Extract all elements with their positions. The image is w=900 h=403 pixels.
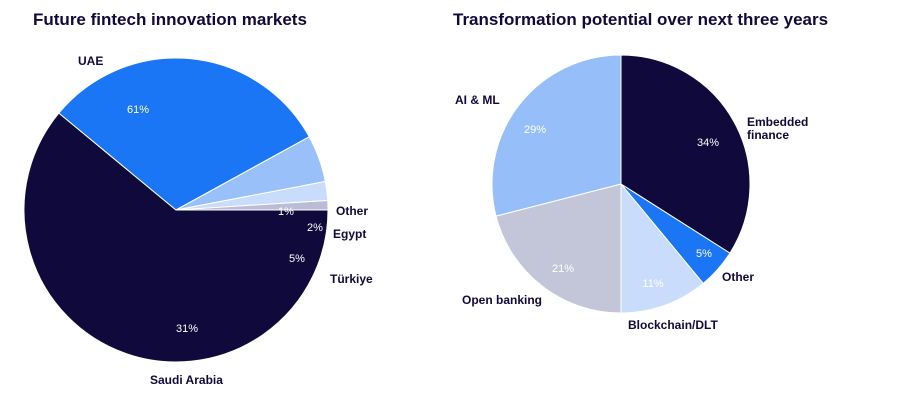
pie-slice-ai-ml — [491, 54, 622, 217]
slice-category-label: Other — [336, 204, 368, 218]
slice-category-label: Blockchain/DLT — [628, 318, 718, 332]
slice-category-label: Türkiye — [330, 272, 373, 286]
slice-category-label: AI & ML — [455, 93, 500, 107]
slice-category-label: Embedded finance — [747, 115, 808, 142]
pie-slice-open-banking — [495, 183, 622, 314]
slice-category-label: Egypt — [333, 227, 366, 241]
slice-value-label: 31% — [176, 323, 198, 335]
pie-slice-saudi-arabia — [58, 57, 310, 211]
chart-title-transformation: Transformation potential over next three… — [453, 10, 829, 29]
slice-value-label: 5% — [696, 248, 712, 260]
slice-value-label: 21% — [552, 263, 574, 275]
slice-value-label: 61% — [127, 104, 149, 116]
pie-chart-1: 61% UAE 31% Saudi Arabia 5% Türkiye 2% Egypt 1% O… — [23, 54, 373, 387]
slice-value-label: 2% — [307, 222, 323, 234]
pie-slice-uae — [23, 112, 329, 363]
pie-slice-blockchain-dlt — [620, 182, 704, 314]
slice-category-label: Open banking — [462, 293, 542, 307]
pie-slice-embedded-finance — [620, 54, 751, 254]
slice-value-label: 1% — [278, 206, 294, 218]
slice-value-label: 29% — [524, 124, 546, 136]
slice-category-label: Saudi Arabia — [150, 373, 223, 387]
slice-value-label: 5% — [289, 253, 305, 265]
chart-title-markets: Future fintech innovation markets — [33, 10, 307, 29]
slice-category-label: Other — [722, 270, 754, 284]
slice-value-label: 34% — [697, 137, 719, 149]
pie-chart-2: 34% Embedded finance 5% Other 11% Blockchain/D… — [455, 54, 808, 332]
slice-category-label: UAE — [78, 54, 103, 68]
pie-slice-other — [175, 199, 329, 211]
slice-value-label: 11% — [642, 278, 663, 290]
